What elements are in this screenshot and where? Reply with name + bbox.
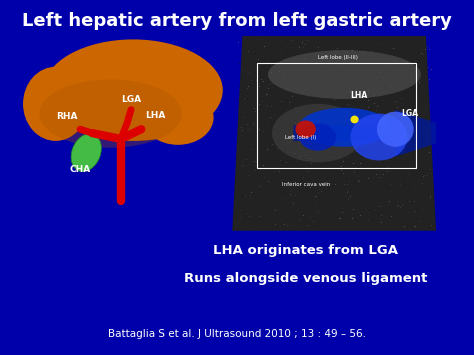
Bar <box>257 63 416 168</box>
Ellipse shape <box>300 124 336 151</box>
Text: LGA: LGA <box>121 95 141 104</box>
Text: Left lobe (II-III): Left lobe (II-III) <box>319 55 358 60</box>
Ellipse shape <box>350 114 408 160</box>
Text: Left hepatic artery from left gastric artery: Left hepatic artery from left gastric ar… <box>22 12 452 30</box>
Ellipse shape <box>350 116 359 124</box>
Ellipse shape <box>377 112 414 147</box>
Ellipse shape <box>23 67 88 141</box>
Ellipse shape <box>295 120 316 138</box>
Text: Runs alongside venous ligament: Runs alongside venous ligament <box>184 272 428 285</box>
Ellipse shape <box>44 39 223 141</box>
Text: LHA originates from LGA: LHA originates from LGA <box>213 244 398 257</box>
Polygon shape <box>232 36 436 231</box>
Ellipse shape <box>39 80 182 148</box>
Text: CHA: CHA <box>70 165 91 174</box>
Ellipse shape <box>272 104 364 163</box>
Text: LHA: LHA <box>350 91 368 100</box>
Ellipse shape <box>268 50 421 99</box>
Ellipse shape <box>299 108 390 147</box>
Text: Inferior cava vein: Inferior cava vein <box>282 182 330 187</box>
Text: LGA: LGA <box>401 109 419 118</box>
Text: Battaglia S et al. J Ultrasound 2010 ; 13 : 49 – 56.: Battaglia S et al. J Ultrasound 2010 ; 1… <box>108 329 366 339</box>
FancyArrow shape <box>293 110 469 157</box>
Text: Left lobe (I): Left lobe (I) <box>285 135 317 140</box>
Text: RHA: RHA <box>55 113 77 121</box>
Text: LHA: LHA <box>146 110 166 120</box>
Ellipse shape <box>142 90 214 145</box>
Ellipse shape <box>71 134 101 171</box>
